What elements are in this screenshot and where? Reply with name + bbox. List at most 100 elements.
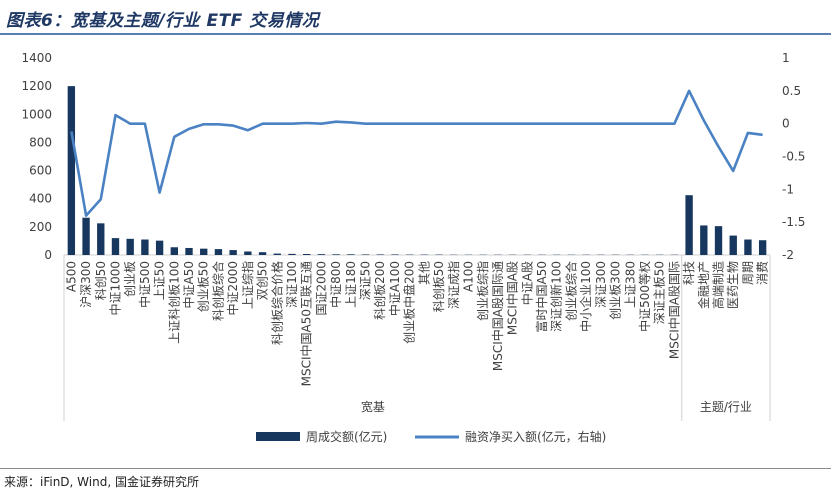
- bar-mark: [317, 254, 326, 255]
- bar-mark: [714, 226, 723, 255]
- x-tick-label: 深证50: [359, 261, 373, 300]
- chart-legend: 周成交额(亿元) 融资净买入额(亿元，右轴): [256, 429, 606, 444]
- y-left-tick-label: 800: [29, 135, 52, 149]
- x-tick-label: 深证100: [285, 261, 299, 308]
- legend-line-label: 融资净买入额(亿元，右轴): [465, 429, 606, 444]
- x-tick-label: 医药生物: [726, 261, 740, 309]
- y-left-tick-label: 1200: [21, 79, 52, 93]
- y-right-tick-label: -1.5: [782, 215, 805, 229]
- x-tick-label: 上证50: [153, 261, 167, 300]
- legend-bar-swatch: [256, 432, 300, 441]
- bar-mark: [744, 239, 752, 255]
- bar-series: [67, 86, 767, 255]
- x-tick-label: 中证500等权: [637, 261, 652, 332]
- bar-mark: [229, 250, 237, 255]
- bar-mark: [214, 249, 223, 255]
- y-left-tick-label: 400: [29, 192, 52, 206]
- bar-mark: [758, 240, 767, 255]
- x-tick-label: 上证380: [623, 261, 637, 308]
- x-tick-label: MSCI中国A股国际: [666, 261, 681, 359]
- x-tick-label: 上证综指: [240, 261, 255, 309]
- bar-mark: [111, 238, 120, 255]
- bar-mark: [244, 251, 252, 255]
- footer-rule: [0, 468, 831, 469]
- x-tick-label: 中证A股: [519, 261, 534, 305]
- bar-mark: [288, 253, 296, 255]
- x-tick-label: 深证成指: [446, 261, 461, 309]
- line-series: [70, 89, 763, 217]
- x-tick-label: 双创50: [256, 261, 270, 300]
- x-tick-label: 消费: [756, 261, 770, 285]
- bar-mark: [67, 86, 76, 255]
- x-axis-labels: A500 沪深300 科创50 中证1000 创业板 中证500 上证50 上证科创板100 中…: [64, 261, 769, 386]
- x-tick-label: 上证科创板100: [167, 261, 181, 344]
- x-tick-label: 中小企业100: [578, 261, 593, 332]
- bar-mark: [273, 253, 281, 255]
- x-tick-label: MSCI中国A50互联互通: [299, 261, 314, 386]
- axes-layer: 0 200 400 600 800 1000 1200 1400 -2 -1.5 -1 -0.5 0 0.…: [21, 51, 805, 262]
- bar-mark: [391, 254, 399, 255]
- bar-mark: [685, 195, 693, 255]
- source-note: 来源：iFinD, Wind, 国金证券研究所: [4, 475, 199, 489]
- x-tick-label: A500: [64, 261, 78, 292]
- y-right-tick-label: -1: [782, 182, 794, 196]
- x-tick-label: 中证A50: [181, 261, 196, 308]
- etf-trading-chart: 0 200 400 600 800 1000 1200 1400 -2 -1.5 -1 -0.5 0 0.…: [21, 51, 805, 444]
- bar-mark: [82, 217, 90, 255]
- x-tick-label: 沪深300: [79, 261, 93, 308]
- x-tick-label: 中证2000: [225, 261, 240, 316]
- y-left-tick-label: 600: [29, 164, 52, 178]
- x-tick-label: 周期: [741, 261, 755, 285]
- line-series-path: [70, 89, 763, 217]
- x-tick-label: 深证主板50: [653, 261, 667, 324]
- y-right-tick-label: -0.5: [782, 150, 805, 164]
- y-right-tick-label: -2: [782, 248, 794, 262]
- bar-mark: [700, 225, 708, 255]
- x-tick-label: MSCI中国A股: [505, 261, 520, 335]
- bar-mark: [361, 254, 370, 255]
- bar-mark: [155, 240, 164, 255]
- x-tick-label: A100: [461, 261, 475, 292]
- y-right-tick-label: 1: [782, 51, 790, 65]
- bar-mark: [126, 238, 134, 255]
- y-left-tick-label: 1400: [21, 51, 52, 65]
- x-tick-label: 科技: [682, 261, 696, 285]
- x-tick-label: 创业板50: [197, 261, 211, 312]
- bar-mark: [332, 254, 340, 255]
- x-tick-label: 科创板综合: [210, 261, 225, 321]
- bar-mark: [97, 223, 105, 255]
- y-left-tick-label: 0: [44, 248, 52, 262]
- bar-mark: [376, 254, 384, 255]
- bar-mark: [729, 235, 737, 255]
- x-tick-label: 中证800: [328, 261, 343, 308]
- x-tick-label: 高端制造: [711, 261, 726, 309]
- y-left-tick-label: 200: [29, 220, 52, 234]
- x-tick-label: 创业板综指: [475, 261, 490, 321]
- bar-mark: [347, 254, 355, 255]
- x-tick-label: 科创板200: [373, 261, 387, 320]
- x-tick-label: 国证2000: [314, 261, 328, 316]
- x-tick-label: 创业板中盘200: [402, 261, 417, 344]
- y-left-tick-label: 1000: [21, 107, 52, 121]
- x-tick-label: 中证500: [137, 261, 152, 308]
- x-tick-label: 科创50: [94, 261, 108, 300]
- y-right-tick-label: 0.5: [782, 84, 801, 98]
- y-right-tick-label: 0: [782, 117, 790, 131]
- x-tick-label: 富时中国A50: [534, 261, 549, 332]
- x-tick-label: 中证1000: [107, 261, 122, 316]
- category-groups: 宽基 主题/行业: [63, 255, 771, 421]
- x-tick-label: 科创板50: [432, 261, 446, 312]
- bar-mark: [170, 247, 178, 255]
- x-tick-label: 深证300: [594, 261, 608, 308]
- group-label: 宽基: [361, 399, 385, 414]
- chart-title: 图表6：宽基及主题/行业 ETF 交易情况: [6, 11, 320, 31]
- x-tick-label: 其他: [417, 261, 431, 285]
- x-tick-label: 中证A100: [387, 261, 402, 316]
- report-header: 图表6：宽基及主题/行业 ETF 交易情况: [0, 0, 831, 35]
- bar-mark: [258, 252, 267, 255]
- legend-bar-label: 周成交额(亿元): [306, 429, 387, 444]
- x-tick-label: 创业板综合: [563, 261, 578, 321]
- x-tick-label: 深证创新100: [549, 261, 564, 332]
- bar-mark: [303, 254, 311, 255]
- x-tick-label: 金融地产: [696, 261, 711, 309]
